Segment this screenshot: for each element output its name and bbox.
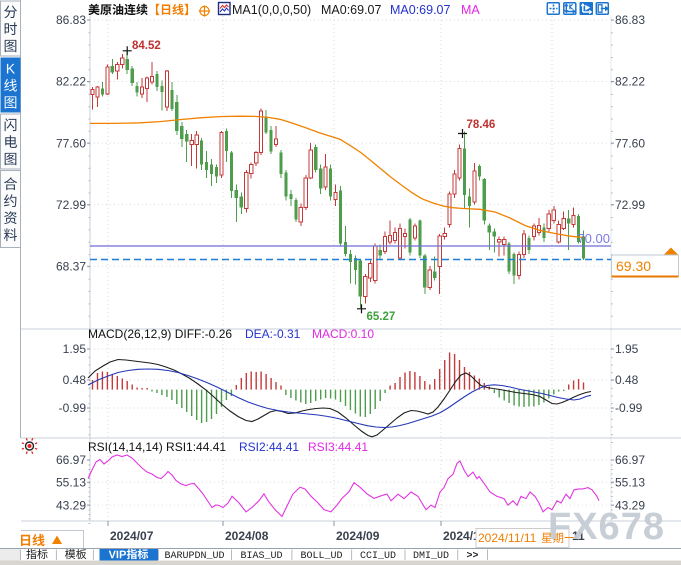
svg-text:78.46: 78.46	[467, 119, 496, 131]
svg-text:MACD(26,12,9) DIFF:-0.26: MACD(26,12,9) DIFF:-0.26	[88, 327, 232, 341]
svg-text:55.13: 55.13	[615, 475, 645, 489]
svg-text:-0.99: -0.99	[59, 401, 87, 415]
svg-text:2024/08: 2024/08	[225, 529, 269, 543]
svg-text:MA0:69.07: MA0:69.07	[390, 3, 451, 17]
svg-text:2024/11/11: 2024/11/11	[478, 531, 537, 545]
svg-text:DMI_UD: DMI_UD	[413, 551, 449, 562]
svg-text:BIAS_UD: BIAS_UD	[240, 551, 282, 562]
svg-text:BARUPDN_UD: BARUPDN_UD	[164, 551, 224, 562]
svg-text:0.48: 0.48	[63, 373, 87, 387]
svg-text:82.22: 82.22	[56, 75, 86, 89]
svg-text:RSI2:44.41: RSI2:44.41	[239, 440, 299, 454]
svg-text:43.29: 43.29	[56, 498, 86, 512]
svg-text:FX678: FX678	[548, 506, 665, 548]
svg-text:11: 11	[572, 529, 585, 543]
svg-text:RSI3:44.41: RSI3:44.41	[308, 440, 368, 454]
svg-text:86.83: 86.83	[615, 13, 645, 27]
svg-text:43.29: 43.29	[615, 498, 645, 512]
svg-text:65.27: 65.27	[367, 311, 396, 323]
svg-text:72.99: 72.99	[615, 198, 645, 212]
svg-text:MA0:69.07: MA0:69.07	[321, 3, 382, 17]
svg-text:66.97: 66.97	[56, 453, 86, 467]
svg-text:MA1(0,0,0,50): MA1(0,0,0,50)	[232, 3, 311, 17]
svg-text:MACD:0.10: MACD:0.10	[312, 327, 374, 341]
svg-text:MA: MA	[461, 3, 480, 17]
svg-text:1.95: 1.95	[63, 342, 87, 356]
svg-text:68.37: 68.37	[56, 260, 86, 274]
svg-text:RSI(14,14,14) RSI1:44.41: RSI(14,14,14) RSI1:44.41	[88, 440, 226, 454]
svg-text:70.00: 70.00	[577, 231, 610, 246]
svg-text:82.22: 82.22	[615, 75, 645, 89]
svg-text:>>: >>	[466, 551, 478, 562]
svg-text:86.83: 86.83	[56, 13, 86, 27]
svg-text:66.97: 66.97	[615, 453, 645, 467]
svg-text:DEA:-0.31: DEA:-0.31	[245, 327, 301, 341]
svg-text:55.13: 55.13	[56, 475, 86, 489]
svg-text:1.95: 1.95	[615, 342, 639, 356]
svg-text:72.99: 72.99	[56, 198, 86, 212]
svg-text:84.52: 84.52	[132, 40, 161, 52]
svg-text:-0.99: -0.99	[615, 401, 643, 415]
svg-text:0.48: 0.48	[615, 373, 639, 387]
svg-text:CCI_UD: CCI_UD	[360, 551, 396, 562]
svg-text:77.60: 77.60	[56, 136, 86, 150]
svg-text:77.60: 77.60	[615, 136, 645, 150]
svg-text:BOLL_UD: BOLL_UD	[300, 551, 342, 562]
svg-text:2024/09: 2024/09	[336, 529, 380, 543]
svg-text:2024/07: 2024/07	[110, 529, 154, 543]
svg-text:69.30: 69.30	[616, 258, 651, 274]
